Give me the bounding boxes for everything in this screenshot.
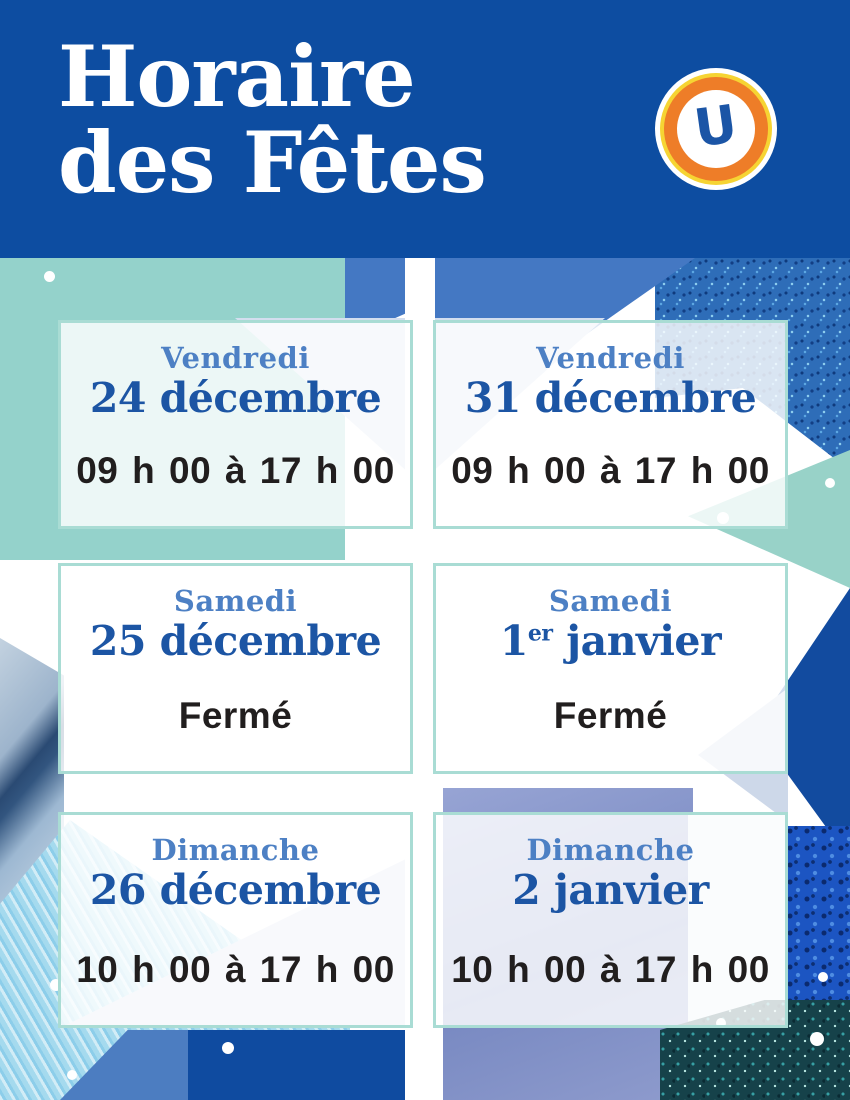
- date-text: 24 décembre: [89, 373, 382, 422]
- date-label: 26 décembre: [89, 865, 382, 914]
- header-banner: Horaire des Fêtes U: [0, 0, 850, 258]
- date-text: 1: [499, 616, 529, 665]
- closed-status-label: Fermé: [178, 695, 293, 736]
- schedule-card: Vendredi 24 décembre 09 h 00 à 17 h 00: [58, 320, 413, 529]
- date-superscript: er: [527, 620, 553, 647]
- date-label: 31 décembre: [464, 373, 757, 422]
- page-title: Horaire des Fêtes: [58, 27, 487, 212]
- hours-label: 09 h 00 à 17 h 00: [451, 450, 770, 491]
- day-label: Vendredi: [161, 341, 310, 375]
- brand-logo: U: [655, 68, 777, 190]
- title-line-1: Horaire: [58, 27, 416, 126]
- bg-crushed-pigment-texture: [786, 826, 850, 1016]
- date-text: 2 janvier: [512, 865, 709, 914]
- date-text: 25 décembre: [89, 616, 382, 665]
- logo-u-letter: U: [690, 94, 741, 160]
- logo-yellow-ring: U: [660, 73, 772, 185]
- schedule-card: Vendredi 31 décembre 09 h 00 à 17 h 00: [433, 320, 788, 529]
- schedule-card: Samedi 25 décembre Fermé: [58, 563, 413, 774]
- date-text: 31 décembre: [464, 373, 757, 422]
- date-label: 25 décembre: [89, 616, 382, 665]
- snow-dot: [67, 1070, 77, 1080]
- snow-dot: [818, 972, 828, 982]
- date-label: 1er janvier: [499, 616, 722, 665]
- snow-dot: [222, 1042, 234, 1054]
- day-label: Dimanche: [151, 833, 320, 867]
- title-line-2: des Fêtes: [58, 112, 487, 212]
- date-label: 2 janvier: [512, 865, 709, 914]
- day-label: Dimanche: [526, 833, 695, 867]
- hours-label: 10 h 00 à 17 h 00: [76, 949, 395, 990]
- day-label: Samedi: [548, 584, 673, 618]
- snow-dot: [810, 1032, 824, 1046]
- hours-label: 09 h 00 à 17 h 00: [76, 450, 395, 491]
- date-text-after: janvier: [552, 616, 722, 665]
- hours-label: 10 h 00 à 17 h 00: [451, 949, 770, 990]
- logo-orange-ring: U: [664, 77, 768, 181]
- closed-status-label: Fermé: [553, 695, 668, 736]
- date-label: 24 décembre: [89, 373, 382, 422]
- bg-darkblue-block: [188, 1030, 405, 1100]
- schedule-card: Samedi 1er janvier Fermé: [433, 563, 788, 774]
- day-label: Samedi: [173, 584, 298, 618]
- snow-dot: [44, 271, 55, 282]
- day-label: Vendredi: [536, 341, 685, 375]
- logo-inner-circle: U: [677, 90, 755, 168]
- snow-dot: [825, 478, 835, 488]
- schedule-card: Dimanche 26 décembre 10 h 00 à 17 h 00: [58, 812, 413, 1028]
- date-text: 26 décembre: [89, 865, 382, 914]
- schedule-card: Dimanche 2 janvier 10 h 00 à 17 h 00: [433, 812, 788, 1028]
